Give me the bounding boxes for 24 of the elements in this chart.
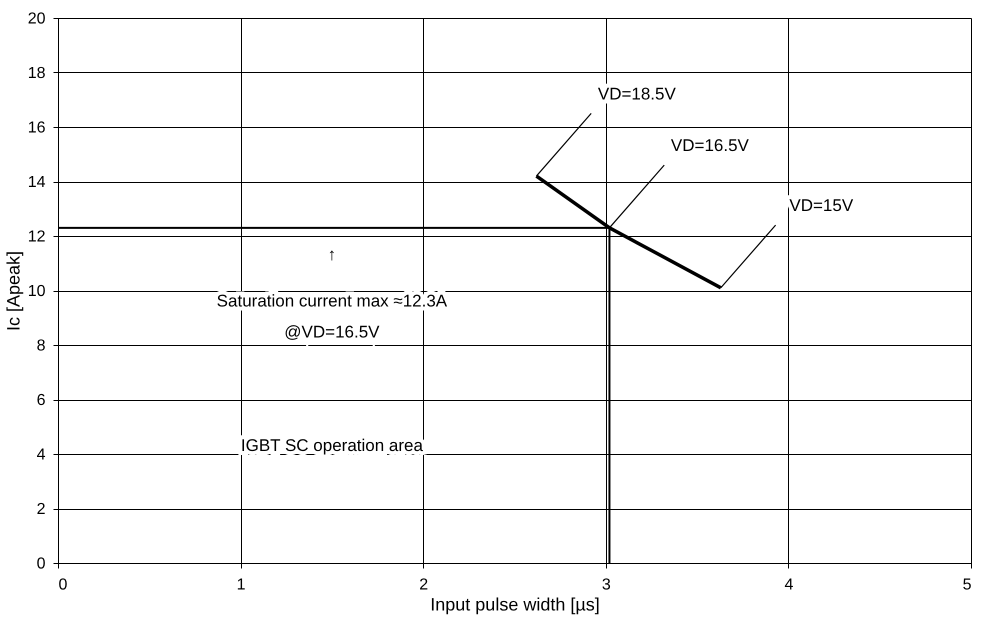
x-tick-label: 4 [784,576,794,594]
annotation: VD=15V [789,196,854,216]
x-tick-label: 2 [419,576,428,594]
x-axis-title: Input pulse width [µs] [430,594,600,614]
y-tick-label: 2 [36,501,46,518]
y-tick-label: 10 [28,283,46,300]
x-tick-label: 1 [236,576,246,594]
y-tick-label: 20 [28,10,46,28]
y-axis-title: Ic [Apeak] [4,250,24,332]
annotation: VD=16.5V [670,136,750,156]
y-tick-label: 18 [28,65,46,82]
y-tick-label: 12 [28,228,46,246]
y-tick-label: 16 [28,120,46,136]
x-tick-label: 0 [58,576,68,594]
y-tick-label: 8 [36,338,46,354]
annotation: @VD=16.5V [284,322,380,342]
x-tick-label: 3 [602,576,611,594]
y-tick-label: 4 [36,446,46,464]
y-tick-label: 0 [36,556,46,572]
y-tick-label: 14 [28,174,46,191]
annotation: IGBT SC operation area [240,436,424,455]
y-tick-label: 6 [36,392,46,409]
x-tick-label: 5 [962,576,972,594]
annotation: ↑ [328,245,336,264]
